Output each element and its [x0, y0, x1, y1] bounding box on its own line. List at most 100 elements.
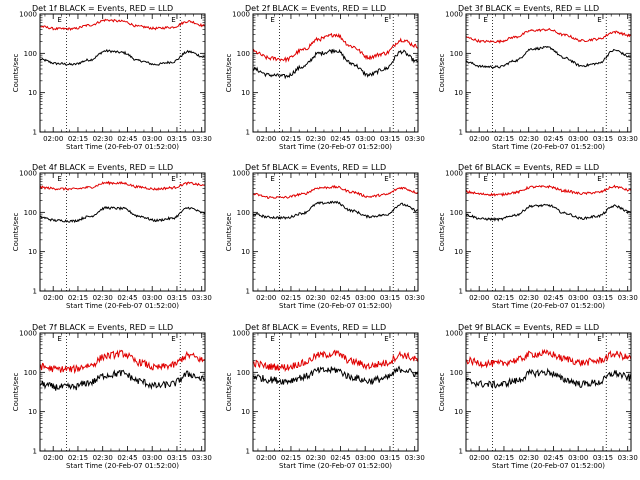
x-axis-label: Start Time (20-Feb-07 01:52:00) — [492, 462, 605, 470]
x-tick-label: 02:30 — [93, 294, 113, 302]
events-series-line — [39, 206, 206, 224]
event-marker-label: E — [270, 335, 274, 343]
y-axis-label: Counts/sec — [225, 54, 233, 93]
event-marker-label: E — [483, 175, 487, 183]
x-tick-label: 02:00 — [469, 294, 489, 302]
y-axis-label: Counts/sec — [12, 54, 20, 93]
chart-title: Det 7f BLACK = Events, RED = LLD — [32, 323, 173, 332]
event-marker-label: E — [384, 335, 388, 343]
y-axis-label: Counts/sec — [12, 213, 20, 252]
plot-frame — [252, 332, 419, 452]
x-axis-label: Start Time (20-Feb-07 01:52:00) — [66, 462, 179, 470]
y-tick-label: 1000 — [445, 330, 463, 338]
chart-panel: Det 8f BLACK = Events, RED = LLD E E 1 10 100… — [225, 323, 425, 470]
x-tick-label: 02:15 — [281, 294, 301, 302]
y-tick-label: 10 — [28, 408, 37, 416]
x-tick-label: 02:15 — [68, 294, 88, 302]
chart-panel: Det 4f BLACK = Events, RED = LLD E E 1 10 100… — [12, 163, 212, 310]
event-marker-label: E — [597, 16, 601, 24]
lld-series-line — [252, 184, 419, 199]
x-tick-label: 03:00 — [568, 454, 588, 462]
x-tick-label: 03:30 — [192, 454, 212, 462]
x-tick-label: 02:45 — [117, 135, 137, 143]
chart-title: Det 9f BLACK = Events, RED = LLD — [458, 323, 599, 332]
y-tick-label: 100 — [24, 369, 37, 377]
x-tick-label: 02:30 — [306, 294, 326, 302]
plot-frame — [252, 13, 419, 133]
x-tick-label: 02:15 — [494, 294, 514, 302]
y-tick-label: 1 — [246, 129, 250, 137]
x-tick-label: 02:00 — [43, 135, 63, 143]
x-tick-label: 03:15 — [380, 454, 400, 462]
event-marker-label: E — [57, 335, 61, 343]
x-tick-label: 02:30 — [519, 135, 539, 143]
event-marker-label: E — [57, 16, 61, 24]
events-series-line — [252, 48, 419, 80]
x-tick-label: 02:45 — [117, 454, 137, 462]
x-axis-label: Start Time (20-Feb-07 01:52:00) — [279, 462, 392, 470]
y-tick-label: 1000 — [232, 11, 250, 19]
events-series-line — [252, 365, 419, 386]
x-tick-label: 03:00 — [568, 135, 588, 143]
x-axis-label: Start Time (20-Feb-07 01:52:00) — [66, 302, 179, 310]
y-tick-label: 1000 — [445, 11, 463, 19]
x-tick-label: 02:30 — [519, 294, 539, 302]
y-tick-label: 1000 — [19, 330, 37, 338]
event-marker-label: E — [171, 335, 175, 343]
x-tick-label: 02:30 — [306, 454, 326, 462]
x-tick-label: 03:15 — [380, 294, 400, 302]
y-tick-label: 100 — [450, 209, 463, 217]
x-axis-label: Start Time (20-Feb-07 01:52:00) — [279, 302, 392, 310]
y-tick-label: 10 — [241, 408, 250, 416]
y-tick-label: 10 — [454, 248, 463, 256]
x-axis-label: Start Time (20-Feb-07 01:52:00) — [492, 143, 605, 151]
x-tick-label: 02:30 — [306, 135, 326, 143]
x-tick-label: 03:00 — [142, 294, 162, 302]
chart-panel: Det 1f BLACK = Events, RED = LLD E E 1 10 100… — [12, 4, 212, 151]
x-tick-label: 03:30 — [405, 294, 425, 302]
x-tick-label: 02:00 — [256, 135, 276, 143]
event-marker-label: E — [270, 175, 274, 183]
x-tick-label: 02:15 — [494, 135, 514, 143]
y-tick-label: 1 — [459, 288, 463, 296]
x-tick-label: 02:45 — [543, 294, 563, 302]
x-tick-label: 02:00 — [469, 454, 489, 462]
event-marker-label: E — [483, 335, 487, 343]
y-tick-label: 1000 — [232, 170, 250, 178]
y-axis-label: Counts/sec — [438, 54, 446, 93]
x-tick-label: 02:30 — [93, 135, 113, 143]
events-series-line — [39, 369, 205, 391]
y-tick-label: 100 — [450, 50, 463, 58]
x-tick-label: 03:00 — [355, 135, 375, 143]
plot-frame — [252, 172, 419, 292]
y-tick-label: 100 — [237, 369, 250, 377]
chart-panel: Det 7f BLACK = Events, RED = LLD E E 1 10 100… — [12, 323, 212, 470]
plot-frame — [39, 332, 206, 452]
lld-series-line — [252, 349, 419, 373]
chart-panel: Det 9f BLACK = Events, RED = LLD E E 1 10 100… — [438, 323, 638, 470]
chart-title: Det 1f BLACK = Events, RED = LLD — [32, 4, 173, 13]
x-tick-label: 03:15 — [593, 454, 613, 462]
y-tick-label: 1 — [33, 129, 37, 137]
y-axis-label: Counts/sec — [438, 213, 446, 252]
events-series-line — [465, 367, 632, 389]
x-tick-label: 02:45 — [330, 135, 350, 143]
x-tick-label: 02:45 — [330, 454, 350, 462]
plot-frame — [465, 13, 632, 133]
x-tick-label: 03:30 — [192, 135, 212, 143]
x-tick-label: 02:00 — [256, 454, 276, 462]
x-tick-label: 02:00 — [256, 294, 276, 302]
lld-series-line — [252, 32, 419, 64]
event-marker-label: E — [171, 175, 175, 183]
plot-frame — [465, 172, 632, 292]
x-tick-label: 02:15 — [494, 454, 514, 462]
lld-series-line — [465, 27, 632, 45]
y-tick-label: 1000 — [445, 170, 463, 178]
x-tick-label: 03:30 — [618, 294, 638, 302]
plot-frame — [465, 332, 632, 452]
chart-title: Det 8f BLACK = Events, RED = LLD — [245, 323, 386, 332]
x-axis-label: Start Time (20-Feb-07 01:52:00) — [279, 143, 392, 151]
event-marker-label: E — [270, 16, 274, 24]
x-tick-label: 02:45 — [117, 294, 137, 302]
event-marker-label: E — [597, 335, 601, 343]
